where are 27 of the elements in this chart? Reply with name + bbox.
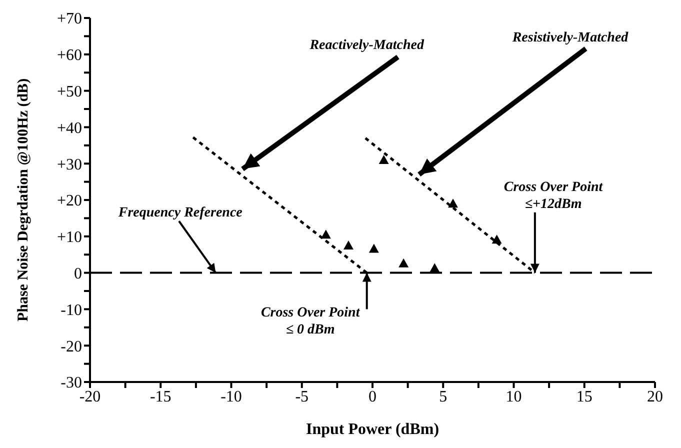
x-axis-title: Input Power (dBm) — [306, 421, 440, 438]
x-tick-label: -10 — [220, 388, 242, 406]
x-tick-label: -20 — [79, 388, 101, 406]
annotation: Cross Over Point ≤ 0 dBm — [260, 305, 361, 338]
y-tick-label: +60 — [56, 47, 82, 64]
y-tick-label: -20 — [60, 338, 82, 356]
x-tick-label: 15 — [576, 388, 592, 406]
y-tick-label: -10 — [60, 302, 82, 319]
y-tick-label: +40 — [56, 120, 82, 137]
y-axis-title: Phase Noise Degrdation @100Hz (dB) — [15, 78, 32, 322]
annotation: Resistively-Matched — [511, 30, 630, 46]
y-tick-label: +10 — [56, 229, 82, 246]
x-tick-label: -5 — [295, 388, 309, 406]
y-tick-label: +20 — [56, 192, 82, 210]
x-tick-label: 0 — [368, 388, 376, 406]
x-tick-label: -15 — [150, 388, 172, 406]
y-tick-label: +30 — [56, 156, 82, 174]
annotation: Frequency Reference — [117, 205, 242, 220]
y-tick-label: +50 — [56, 83, 82, 100]
annotation: Reactively-Matched — [308, 38, 425, 53]
y-tick-label: +70 — [56, 10, 82, 28]
y-tick-label: 0 — [74, 265, 82, 282]
x-tick-label: 20 — [647, 388, 663, 406]
y-tick-label: -30 — [60, 374, 82, 392]
annotation: Cross Over Point ≤+12dBm — [504, 180, 604, 212]
x-tick-label: 10 — [506, 388, 522, 406]
x-tick-label: 5 — [439, 388, 448, 406]
